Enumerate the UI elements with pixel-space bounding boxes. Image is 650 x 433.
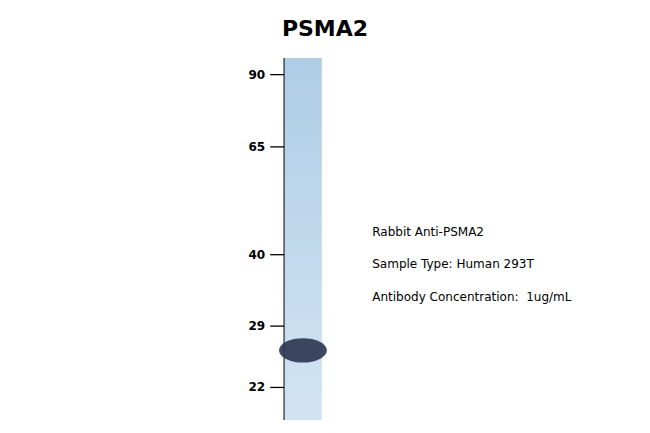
tick-label: 65 bbox=[248, 140, 265, 154]
tick bbox=[270, 254, 284, 255]
band bbox=[279, 338, 327, 362]
title: PSMA2 bbox=[282, 16, 368, 41]
tick bbox=[270, 74, 284, 75]
tick bbox=[270, 325, 284, 326]
annotation: Antibody Concentration: 1ug/mL bbox=[372, 290, 571, 304]
tick bbox=[270, 146, 284, 147]
gel-lane bbox=[284, 58, 322, 420]
tick-label: 40 bbox=[248, 248, 265, 262]
annotation: Rabbit Anti-PSMA2 bbox=[372, 225, 484, 239]
chart: PSMA2 90 65 40 29 22 Rabbit Anti-PSMA2 Sample T… bbox=[0, 0, 650, 433]
tick-label: 22 bbox=[248, 380, 265, 394]
annotation: Sample Type: Human 293T bbox=[372, 257, 534, 271]
tick bbox=[270, 387, 284, 388]
marks bbox=[279, 338, 327, 362]
axis-line bbox=[284, 58, 285, 420]
tick-label: 90 bbox=[248, 68, 265, 82]
chart-container: PSMA2 90 65 40 29 22 Rabbit Anti-PSMA2 Sample T… bbox=[0, 0, 650, 433]
tick-label: 29 bbox=[248, 319, 265, 333]
